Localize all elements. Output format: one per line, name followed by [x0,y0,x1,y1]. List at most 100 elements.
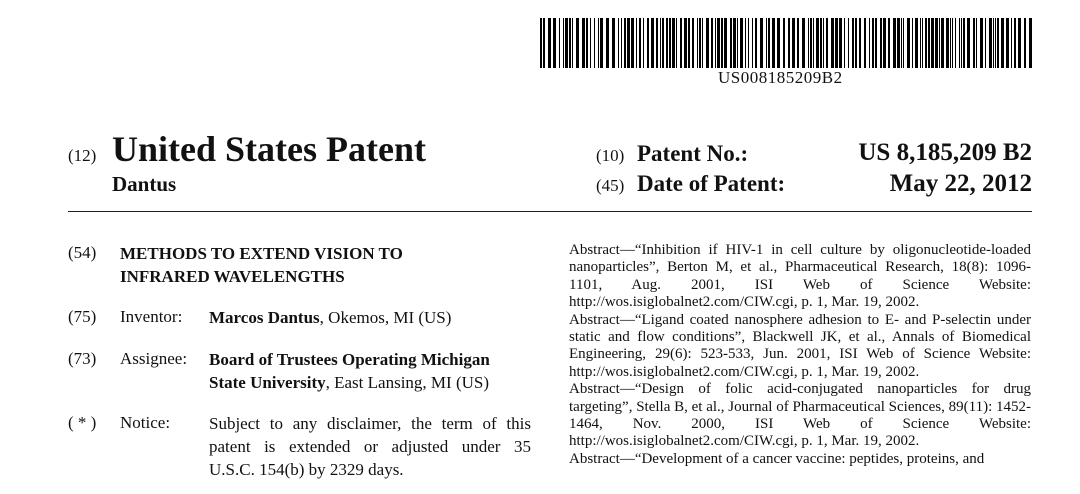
barcode-bar [995,18,996,68]
barcode-bar [788,18,790,68]
assignee-name-line2: State University [209,373,326,392]
barcode-bar [631,18,634,68]
barcode-bar [721,18,723,68]
barcode-bar [711,18,713,68]
barcode-bar [925,18,927,68]
barcode-bar [973,18,975,68]
barcode-bar [688,18,690,68]
barcode-bar [1024,18,1026,68]
reference-item: Abstract—“Development of a cancer vaccin… [569,450,985,467]
barcode-bar [907,18,910,68]
reference-item: Abstract—“Design of folic acid-conjugate… [569,381,1031,450]
barcode-bar [600,18,603,68]
barcode-bar [922,18,923,68]
barcode-bar [893,18,896,68]
barcode-bar [1001,18,1004,68]
assignee-location: , East Lansing, MI (US) [325,373,489,392]
barcode-bar [1018,18,1021,68]
code-75: (75) [68,307,97,326]
barcode-bar [820,18,822,68]
inventor-location: , Okemos, MI (US) [319,308,452,327]
barcode-bar [702,18,703,68]
barcode-bar [656,18,658,68]
barcode-bar [621,18,622,68]
other-references: Abstract—“Inhibition if HIV-1 in cell cu… [569,242,1031,468]
notice-line1: Subject to any disclaimer, the term of t… [209,414,531,433]
barcode-number: US008185209B2 [718,68,843,87]
assignee-label: Assignee: [120,349,188,368]
date-of-patent: May 22, 2012 [889,170,1032,197]
barcode-bar [777,18,780,68]
barcode-bar [669,18,671,68]
inventor-name: Marcos Dantus [209,308,320,327]
barcode-bar [852,18,854,68]
barcode-bar [816,18,819,68]
barcode-bar [569,18,571,68]
code-12: (12) [68,146,97,165]
barcode-bar [976,18,977,68]
barcode-bar [993,18,994,68]
barcode-bar [639,18,641,68]
patent-number: US 8,185,209 B2 [858,139,1032,166]
barcode-bar [772,18,775,68]
barcode-bar [737,18,738,68]
barcode-bar [636,18,637,68]
notice-line2: patent is extended or adjusted under 35 [209,437,531,456]
barcode-bar [724,18,727,68]
barcode-bar [627,18,630,68]
barcode-bar [835,18,838,68]
barcode-bar [563,18,564,68]
barcode-bar [684,18,687,68]
barcode-bar [768,18,770,68]
barcode-bar [730,18,732,68]
barcode-bar [651,18,654,68]
barcode-bar [928,18,930,68]
barcode-bar [967,18,970,68]
barcode-bar [755,18,757,68]
code-54: (54) [68,243,97,262]
code-73: (73) [68,349,97,368]
barcode-bar [672,18,675,68]
barcode-bar [802,18,805,68]
code-10: (10) [596,146,625,165]
barcode-bar [888,18,890,68]
barcode-bar [989,18,992,68]
barcode-bar [961,18,962,68]
barcode-bar [831,18,834,68]
barcode-bar [939,18,940,68]
code-45: (45) [596,176,625,195]
barcode-bar [875,18,877,68]
barcode-bar [676,18,677,68]
barcode-bar [920,18,921,68]
barcode-bar [797,18,799,68]
barcode-bar [598,18,599,68]
invention-title: METHODS TO EXTEND VISION TO INFRARED WAV… [120,242,403,288]
barcode-bar [1006,18,1009,68]
barcode-bar [931,18,934,68]
barcode-bar [826,18,828,68]
barcode-bar [715,18,716,68]
barcode-bar [946,18,949,68]
reference-item: Abstract—“Ligand coated nanosphere adhes… [569,311,1031,380]
barcode-bar [697,18,698,68]
patent-no-label: Patent No.: [637,141,749,166]
barcode-bar [808,18,809,68]
barcode-bar [548,18,551,68]
barcode-bar [952,18,953,68]
barcode-bar [903,18,904,68]
barcode-bar [618,18,619,68]
barcode-bar [733,18,736,68]
barcode-bar [706,18,709,68]
barcode-bar [643,18,644,68]
barcode-bar [662,18,664,68]
barcode-bar [1011,18,1012,68]
barcode-bar [810,18,812,68]
inventor-surname-header: Dantus [112,172,177,196]
barcode-bar [594,18,595,68]
barcode-bar [660,18,661,68]
barcode-bar [941,18,944,68]
barcode-bar [576,18,579,68]
barcode-bar [980,18,983,68]
barcode-bar [766,18,767,68]
date-of-patent-label: Date of Patent: [637,171,786,196]
